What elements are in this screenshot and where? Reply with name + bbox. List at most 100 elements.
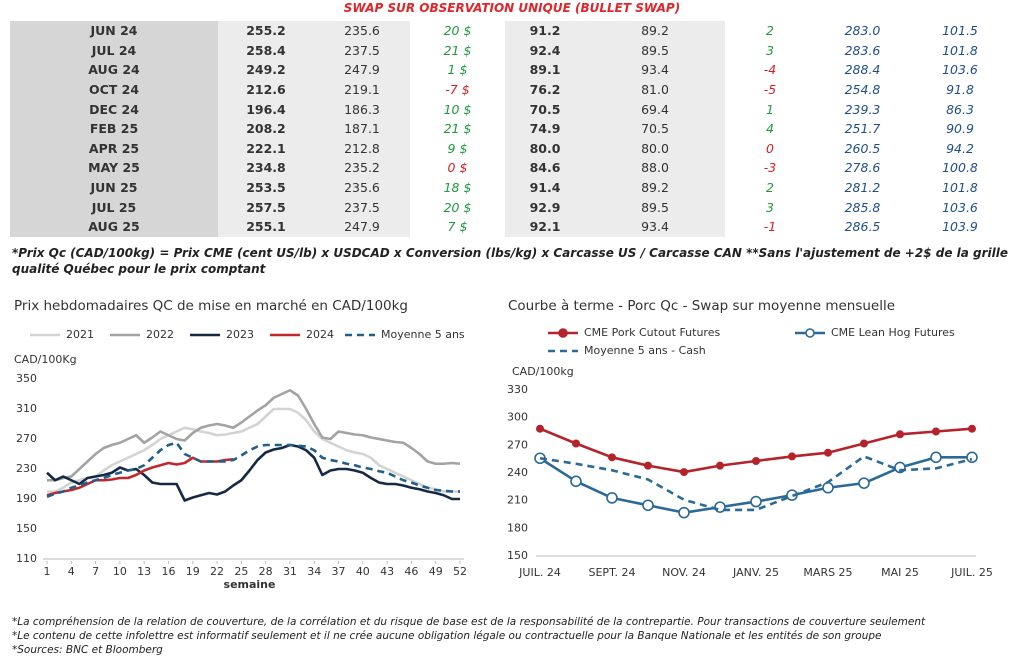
table-row: OCT 24 212.6 219.1 -7 $76.2 81.0 -5 254.8 91.8: [10, 79, 1010, 100]
data-point: [751, 457, 760, 466]
table-cell: 101.5: [910, 21, 1010, 41]
data-point: [750, 495, 762, 508]
x-tick-label: JUIL. 24: [518, 566, 561, 579]
data-point: [571, 439, 580, 448]
data-point: [642, 499, 654, 512]
table-row: APR 25 222.1 212.8 9 $80.0 80.0 0 260.5 94.2: [10, 138, 1010, 159]
y-tick-label: 230: [16, 462, 37, 475]
x-tick-label: 4: [68, 565, 75, 578]
table-cell: 21 $: [410, 40, 505, 61]
y-tick-label: 330: [507, 383, 528, 396]
table-cell: 74.9: [505, 118, 585, 139]
table-cell: 3: [725, 197, 815, 217]
table-cell: 89.2: [585, 177, 725, 198]
table-cell: JUN 25: [10, 177, 218, 198]
table-note: *Prix Qc (CAD/100kg) = Prix CME (cent US…: [12, 246, 1009, 276]
table-cell: 254.8: [815, 79, 910, 100]
table-cell: 212.8: [314, 138, 410, 159]
table-cell: 3: [725, 40, 815, 61]
y-tick-label: 300: [507, 411, 528, 424]
legend-label: Moyenne 5 ans: [381, 328, 465, 341]
x-tick-label: 34: [307, 565, 321, 578]
table-cell: -1: [725, 216, 815, 237]
table-cell: 89.1: [505, 60, 585, 80]
footnote: *Sources: BNC et Bloomberg: [12, 644, 163, 656]
table-cell: 235.2: [314, 158, 410, 178]
table-cell: OCT 24: [10, 79, 218, 100]
table-cell: AUG 25: [10, 216, 218, 237]
table-cell: 80.0: [585, 138, 725, 159]
table-row: JUN 25 253.5 235.6 18 $91.4 89.2 2 281.2 101.8: [10, 177, 1010, 198]
table-cell: 81.0: [585, 79, 725, 100]
x-tick-label: 37: [332, 565, 346, 578]
data-point: [678, 506, 690, 519]
legend-label: 2023: [226, 328, 254, 341]
series-line: [46, 456, 234, 497]
data-point: [966, 451, 978, 464]
table-cell: 1: [725, 99, 815, 119]
x-tick-label: JANV. 25: [732, 566, 779, 579]
table-cell: 92.4: [505, 40, 585, 61]
swap-table: JUN 24 255.2 235.6 20 $91.2 89.2 2 283.0 101.5 J…: [10, 21, 1010, 237]
data-point: [787, 452, 796, 461]
table-cell: 9 $: [410, 138, 505, 159]
table-cell: 286.5: [815, 216, 910, 237]
y-tick-label: 180: [507, 521, 528, 534]
legend-marker: [558, 328, 568, 338]
table-cell: 255.2: [218, 21, 314, 41]
legend-label: CME Pork Cutout Futures: [584, 326, 720, 339]
table-cell: 70.5: [585, 118, 725, 139]
x-tick-label: JUIL. 25: [950, 566, 993, 579]
y-tick-label: 270: [507, 438, 528, 451]
x-tick-label: MAI 25: [881, 566, 919, 579]
table-cell: 1 $: [410, 60, 505, 80]
table-cell: 101.8: [910, 177, 1010, 198]
y-tick-label: 190: [16, 492, 37, 505]
x-tick-label: SEPT. 24: [589, 566, 636, 579]
table-row: JUN 24 255.2 235.6 20 $91.2 89.2 2 283.0 101.5: [10, 21, 1010, 41]
table-cell: 186.3: [314, 99, 410, 119]
table-cell: 237.5: [314, 40, 410, 61]
chart-title: Prix hebdomadaires QC de mise en marché …: [14, 298, 408, 314]
table-cell: -7 $: [410, 79, 505, 100]
table-cell: DEC 24: [10, 99, 218, 119]
x-tick-label: MARS 25: [803, 566, 852, 579]
x-tick-label: 16: [161, 565, 175, 578]
x-tick-label: 1: [44, 565, 51, 578]
table-cell: 100.8: [910, 158, 1010, 178]
x-tick-label: 40: [356, 565, 370, 578]
y-tick-label: 210: [507, 494, 528, 507]
table-cell: 2: [725, 21, 815, 41]
table-cell: 283.6: [815, 40, 910, 61]
table-cell: 103.6: [910, 60, 1010, 80]
table-cell: 7 $: [410, 216, 505, 237]
x-tick-label: 43: [380, 565, 394, 578]
table-cell: JUL 25: [10, 197, 218, 217]
x-tick-label: 46: [404, 565, 418, 578]
data-point: [607, 453, 616, 462]
x-tick-label: 28: [259, 565, 273, 578]
y-tick-label: 270: [16, 432, 37, 445]
table-cell: 257.5: [218, 197, 314, 217]
table-cell: 18 $: [410, 177, 505, 198]
table-title: SWAP SUR OBSERVATION UNIQUE (BULLET SWAP…: [343, 1, 681, 15]
x-tick-label: 31: [283, 565, 297, 578]
y-tick-label: 310: [16, 402, 37, 415]
x-tick-label: 7: [92, 565, 99, 578]
table-cell: -4: [725, 60, 815, 80]
series-line: [47, 388, 461, 482]
table-cell: 281.2: [815, 177, 910, 198]
table-cell: 89.2: [585, 21, 725, 41]
table-cell: 288.4: [815, 60, 910, 80]
y-tick-label: 110: [16, 552, 37, 565]
table-row: AUG 25 255.1 247.9 7 $92.1 93.4 -1 286.5 103.9: [10, 216, 1010, 237]
y-tick-label: 150: [16, 522, 37, 535]
table-cell: 84.6: [505, 158, 585, 178]
table-cell: 93.4: [585, 216, 725, 237]
data-point: [535, 424, 544, 433]
table-cell: 253.5: [218, 177, 314, 198]
footnote: *La compréhension de la relation de couv…: [12, 616, 926, 628]
legend-label: Moyenne 5 ans - Cash: [584, 344, 706, 357]
legend-label: 2024: [306, 328, 334, 341]
